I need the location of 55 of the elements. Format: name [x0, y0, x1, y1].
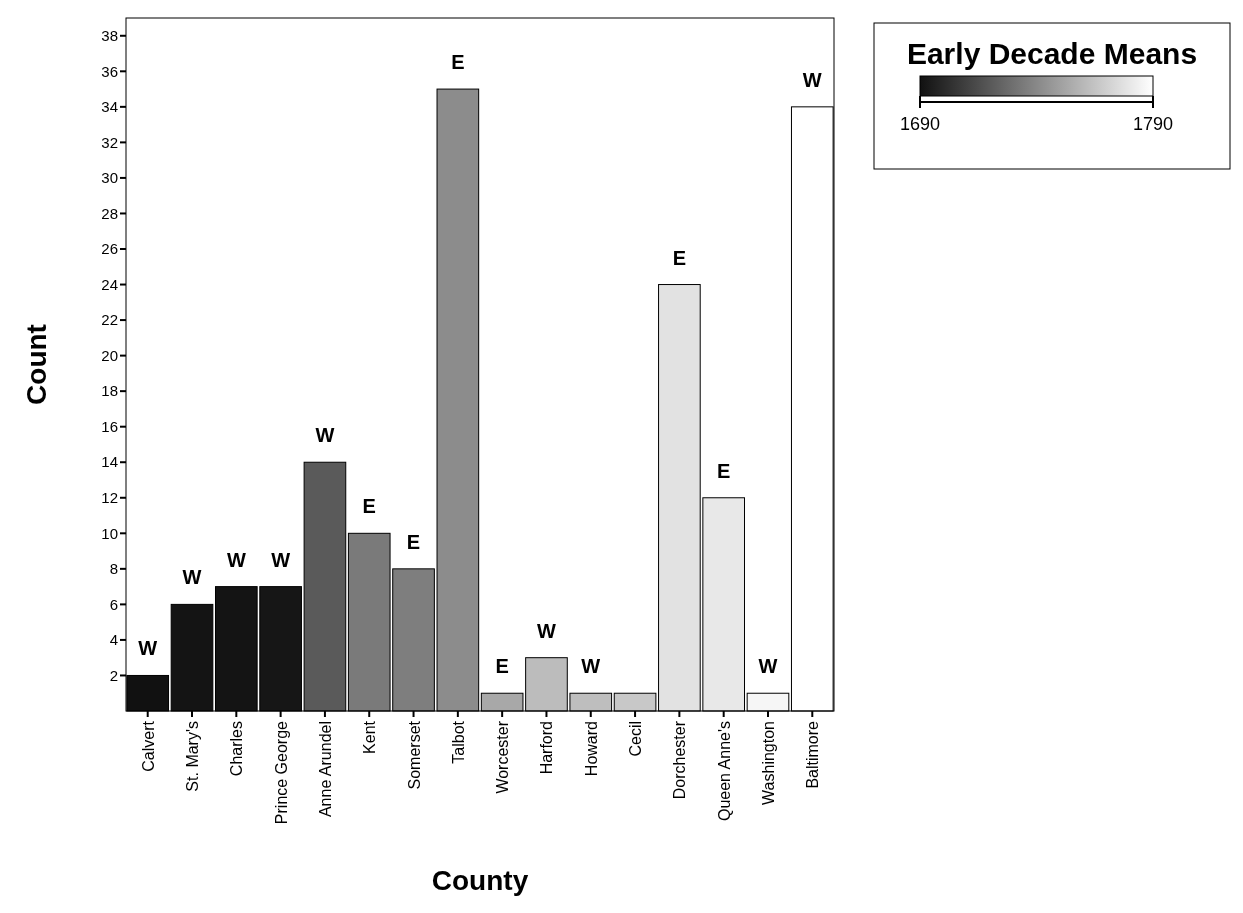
x-tick-label: Calvert	[139, 720, 157, 772]
y-tick-label: 36	[101, 62, 118, 80]
y-tick-label: 6	[109, 595, 118, 613]
x-tick-label: Talbot	[449, 720, 467, 764]
y-tick-label: 2	[109, 666, 118, 684]
y-tick-label: 18	[101, 382, 118, 400]
annotation: W	[758, 655, 778, 678]
x-tick-label: Harford	[538, 721, 556, 775]
annotation: E	[495, 655, 509, 678]
color-bar-title: Early Decade Means	[906, 37, 1198, 70]
annotation: E	[406, 530, 421, 553]
x-tick-label: Worcester	[494, 720, 512, 794]
annotation: E	[717, 459, 731, 482]
annotation: W	[581, 655, 601, 678]
y-tick-label: 12	[101, 489, 118, 507]
x-tick-label: Howard	[582, 721, 600, 777]
annotation: E	[672, 246, 687, 269]
x-tick-label: Baltimore	[804, 720, 822, 789]
y-axis-title: Count	[21, 324, 52, 405]
x-tick-label: St. Mary's	[184, 721, 202, 792]
y-tick-label: 16	[101, 417, 118, 435]
annotation: W	[315, 424, 335, 447]
y-tick-label: 4	[109, 631, 118, 649]
x-tick-label: Cecil	[627, 721, 645, 757]
x-tick-label: Anne Arundel	[316, 721, 334, 818]
y-tick-label: 22	[101, 311, 118, 329]
y-tick-label: 38	[101, 27, 118, 45]
y-tick-label: 14	[101, 453, 118, 471]
annotation: W	[138, 637, 158, 660]
y-tick-label: 34	[101, 98, 118, 116]
y-tick-label: 32	[101, 133, 118, 151]
annotation: E	[451, 51, 465, 74]
x-tick-label: Somerset	[405, 720, 423, 790]
x-tick-label: Prince George	[272, 720, 290, 825]
color-bar-label: 1690	[899, 114, 941, 134]
y-tick-label: 20	[101, 346, 118, 364]
annotation: W	[537, 619, 557, 642]
annotation: E	[362, 495, 376, 518]
y-tick-label: 24	[101, 275, 118, 293]
x-tick-label: Kent	[361, 720, 379, 754]
y-tick-label: 30	[101, 169, 118, 187]
annotation: W	[226, 548, 246, 571]
x-axis-title: County	[431, 865, 529, 896]
x-tick-label: Charles	[228, 721, 246, 777]
y-tick-label: 8	[109, 560, 118, 578]
annotation: W	[271, 548, 291, 571]
color-bar-label: 1790	[1132, 114, 1174, 134]
annotation: W	[182, 566, 202, 589]
annotation: W	[802, 68, 822, 91]
x-tick-label: Queen Anne's	[715, 721, 733, 822]
x-tick-label: Dorchester	[671, 720, 689, 800]
x-tick-label: Washington	[759, 721, 777, 805]
y-tick-label: 28	[101, 204, 118, 222]
y-tick-label: 26	[101, 240, 118, 258]
y-tick-label: 10	[101, 524, 118, 542]
